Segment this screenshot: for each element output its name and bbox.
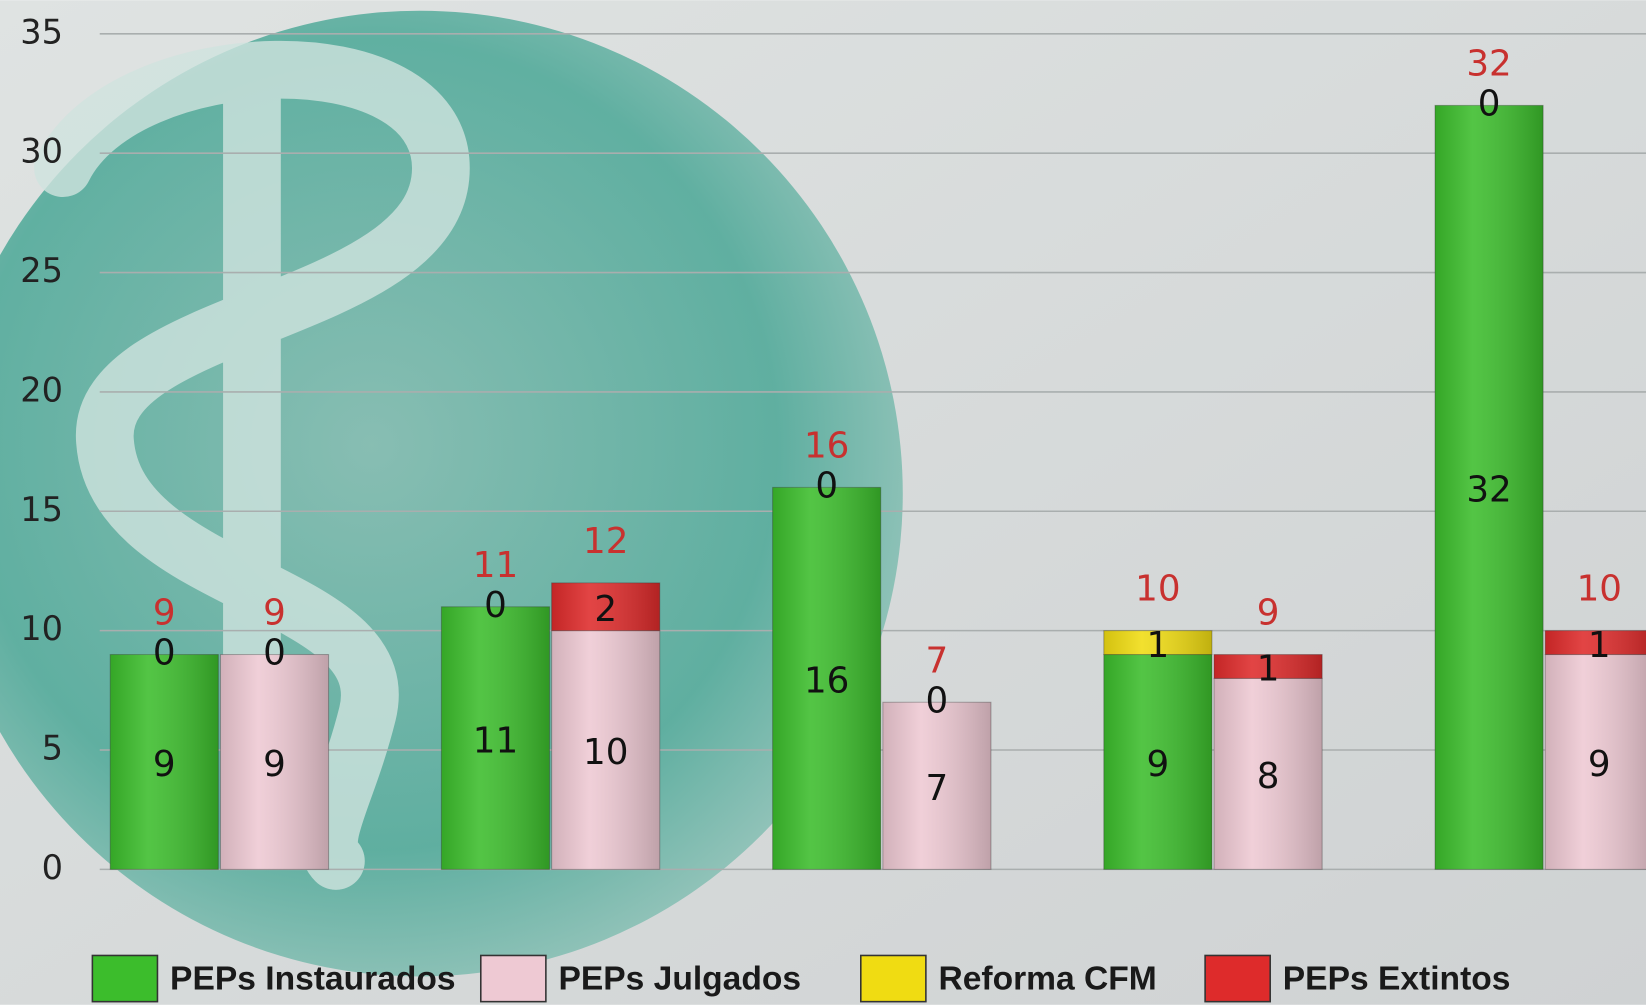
legend-swatch — [1205, 955, 1270, 1001]
value-label: 2 — [594, 589, 617, 630]
value-label: 1 — [1257, 649, 1280, 690]
legend-label: PEPs Extintos — [1283, 961, 1511, 998]
value-label: 1 — [1147, 625, 1170, 666]
total-label: 9 — [153, 593, 176, 634]
value-label: 9 — [153, 744, 176, 785]
value-label: 0 — [263, 633, 286, 674]
value-label: 0 — [1478, 83, 1501, 124]
y-tick-label: 25 — [20, 251, 63, 290]
legend-label: Reforma CFM — [938, 961, 1156, 998]
total-label: 32 — [1466, 44, 1511, 85]
y-tick-label: 30 — [20, 132, 63, 171]
y-tick-label: 20 — [20, 370, 63, 409]
legend-swatch — [861, 955, 926, 1001]
legend-label: PEPs Julgados — [558, 961, 801, 998]
legend-label: PEPs Instaurados — [170, 961, 456, 998]
value-label: 0 — [926, 680, 949, 721]
y-tick-label: 10 — [20, 609, 63, 648]
y-tick-label: 15 — [20, 490, 63, 529]
y-tick-label: 5 — [42, 729, 63, 768]
value-label: 9 — [263, 744, 286, 785]
legend-swatch — [92, 955, 157, 1001]
value-label: 32 — [1466, 470, 1511, 511]
chart: 0510152025303590990911011102121601670791… — [0, 0, 1646, 1005]
total-label: 10 — [1577, 569, 1622, 610]
legend-swatch — [481, 955, 546, 1001]
value-label: 16 — [804, 661, 849, 702]
total-label: 16 — [804, 426, 849, 467]
value-label: 7 — [926, 768, 949, 809]
page: {"chart_data": { "type": "stacked-bar", … — [0, 0, 1646, 1005]
value-label: 9 — [1588, 744, 1611, 785]
value-label: 1 — [1588, 625, 1611, 666]
value-label: 9 — [1147, 744, 1170, 785]
total-label: 11 — [473, 545, 518, 586]
total-label: 9 — [263, 593, 286, 634]
value-label: 0 — [815, 465, 838, 506]
value-label: 0 — [484, 585, 507, 626]
y-tick-label: 0 — [42, 848, 63, 887]
value-label: 10 — [583, 732, 628, 773]
total-label: 10 — [1135, 569, 1180, 610]
total-label: 12 — [583, 521, 628, 562]
value-label: 8 — [1257, 756, 1280, 797]
total-label: 7 — [926, 640, 949, 681]
value-label: 0 — [153, 633, 176, 674]
value-label: 11 — [473, 720, 518, 761]
total-label: 9 — [1257, 593, 1280, 634]
y-tick-label: 35 — [20, 12, 63, 51]
